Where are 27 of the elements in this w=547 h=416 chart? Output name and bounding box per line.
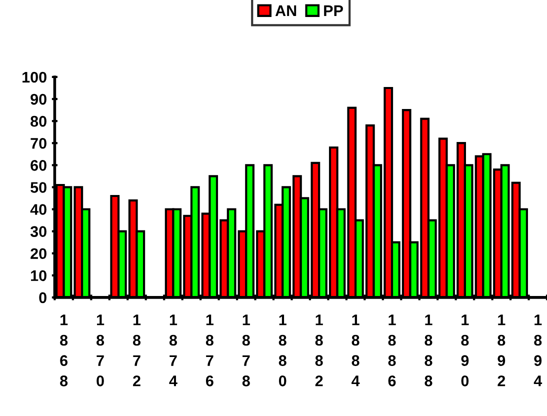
x-tick-label: 1888 <box>424 314 432 386</box>
x-tick-label: 1878 <box>242 314 250 386</box>
y-tick-label: 70 <box>30 138 46 149</box>
x-tick-label: 1870 <box>96 314 104 386</box>
x-tick-label: 1890 <box>461 314 469 386</box>
y-tick-label: 30 <box>30 226 46 238</box>
y-tick-label: 100 <box>22 72 46 83</box>
x-tick-label: 1880 <box>278 314 286 386</box>
x-tick-label: 1874 <box>169 314 178 386</box>
x-tick-label: 1876 <box>206 314 214 386</box>
y-tick-label: 60 <box>30 160 46 171</box>
x-tick-label: 1894 <box>534 314 542 386</box>
legend-label: PP <box>324 5 343 16</box>
x-tick-label: 1884 <box>352 314 360 386</box>
y-tick-label: 90 <box>30 94 46 105</box>
y-tick-label: 0 <box>39 292 46 304</box>
x-tick-label: 1882 <box>315 314 323 386</box>
x-tick-label: 1892 <box>498 314 506 386</box>
y-tick-label: 20 <box>30 248 46 260</box>
x-tick-label: 1868 <box>60 314 68 386</box>
legend-label: AN <box>275 5 296 16</box>
x-tick-label: 1872 <box>132 314 141 386</box>
y-tick-label: 40 <box>30 204 46 215</box>
x-tick-label: 1886 <box>388 314 396 386</box>
y-tick-label: 50 <box>30 182 46 193</box>
y-tick-label: 80 <box>30 116 46 127</box>
y-tick-label: 10 <box>31 270 46 282</box>
